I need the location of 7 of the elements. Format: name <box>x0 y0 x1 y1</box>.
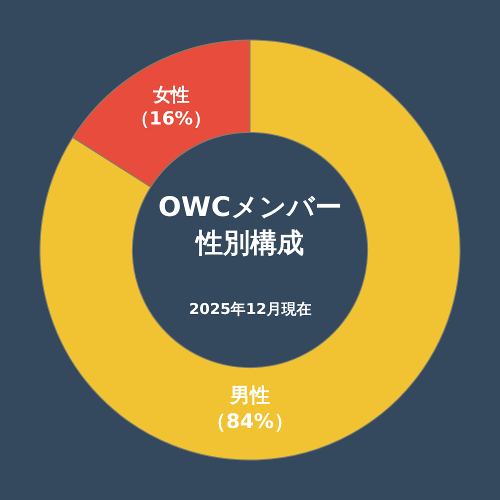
data-label: （16%） <box>131 108 211 130</box>
donut-slice <box>40 40 460 460</box>
slice-label: 女性 <box>152 84 190 106</box>
data-label: （84%） <box>206 408 294 433</box>
text: 2025年12月現在 <box>189 300 312 318</box>
text: OWCメンバー性別構成 <box>157 191 343 261</box>
slice-label: 男性 <box>229 382 270 407</box>
